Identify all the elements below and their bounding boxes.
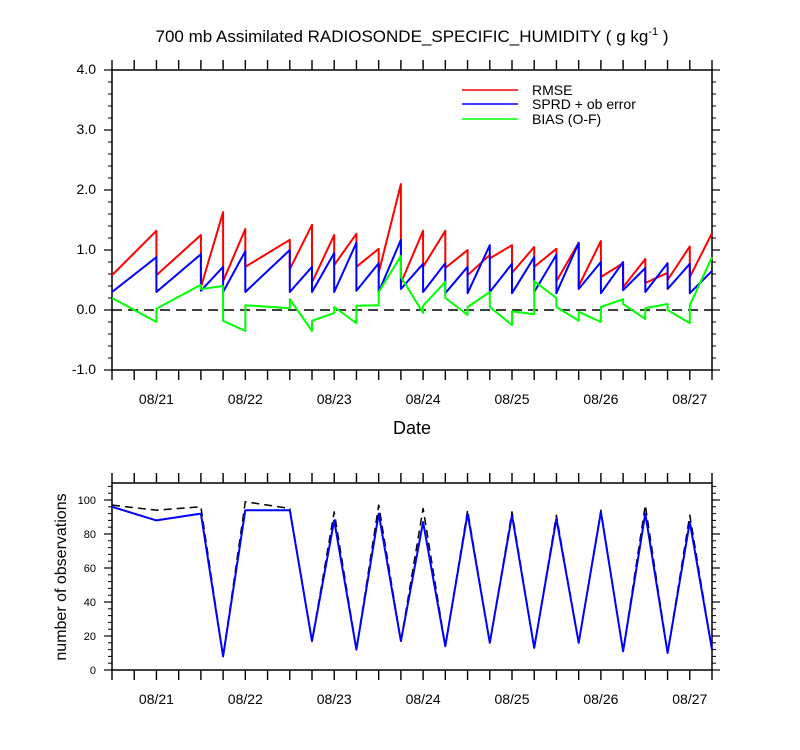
top-series-group (111, 183, 713, 332)
legend-label-bias: BIAS (O-F) (532, 111, 601, 127)
top-plot-area: -1.0 0.0 1.0 2.0 3.0 4.0 08/21 08/22 08/23 08/24… (72, 60, 720, 407)
x-tick-label: 08/23 (317, 691, 352, 707)
x-tick-label: 08/27 (672, 691, 707, 707)
chart-title-main: 700 mb Assimilated RADIOSONDE_SPECIFIC_H… (156, 27, 649, 46)
y-tick-label: 3.0 (77, 121, 97, 137)
x-tick-label: 08/21 (139, 691, 174, 707)
chart-title-end: ) (658, 27, 668, 46)
y-tick-label: 4.0 (77, 61, 97, 77)
top-x-axis: 08/21 08/22 08/23 08/24 08/25 08/26 08/27 (111, 60, 713, 407)
bottom-x-axis: 08/21 08/22 08/23 08/24 08/25 08/26 08/27 (111, 473, 713, 707)
y-tick-label: 40 (84, 597, 96, 609)
series-line-bias-o-f (111, 255, 713, 332)
x-tick-label: 08/27 (672, 391, 707, 407)
bottom-y-axis: 0 20 40 60 80 100 (78, 485, 720, 677)
x-tick-label: 08/24 (406, 691, 441, 707)
y-tick-label: 1.0 (77, 241, 97, 257)
y-tick-label: 20 (84, 631, 96, 643)
x-tick-label: 08/25 (494, 391, 529, 407)
y-tick-label: 80 (84, 529, 96, 541)
legend-label-sprd: SPRD + ob error (532, 96, 636, 112)
legend-label-rmse: RMSE (532, 82, 572, 98)
chart-title-superscript: -1 (648, 26, 658, 38)
y-axis-label-observations: number of observations (53, 493, 70, 660)
x-tick-label: 08/23 (317, 391, 352, 407)
y-tick-label: -1.0 (72, 361, 96, 377)
x-tick-label: 08/22 (228, 391, 263, 407)
x-tick-label: 08/26 (583, 391, 618, 407)
top-plot-frame (111, 69, 713, 371)
legend: RMSE SPRD + ob error BIAS (O-F) (462, 82, 636, 127)
y-tick-label: 2.0 (77, 181, 97, 197)
x-tick-label: 08/25 (494, 691, 529, 707)
chart-title: 700 mb Assimilated RADIOSONDE_SPECIFIC_H… (156, 26, 669, 46)
x-axis-label: Date (393, 418, 431, 438)
x-tick-label: 08/21 (139, 391, 174, 407)
bottom-plot-frame (111, 482, 713, 671)
x-tick-label: 08/26 (583, 691, 618, 707)
y-tick-label: 0.0 (77, 301, 97, 317)
y-tick-label: 60 (84, 563, 96, 575)
series-line-sprd-ob-error (111, 238, 713, 295)
series-line-observations-used (111, 505, 713, 658)
y-tick-label: 100 (78, 495, 96, 507)
bottom-series-group (111, 500, 713, 658)
y-tick-label: 0 (90, 665, 96, 677)
x-tick-label: 08/24 (406, 391, 441, 407)
series-line-rmse (111, 183, 713, 289)
x-tick-label: 08/22 (228, 691, 263, 707)
